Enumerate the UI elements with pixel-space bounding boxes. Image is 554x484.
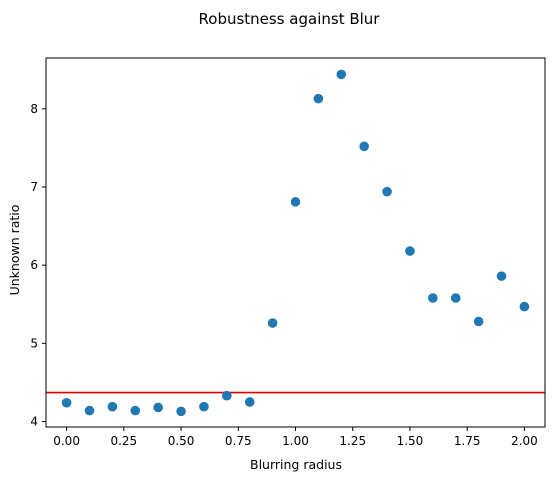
data-point — [222, 390, 232, 401]
data-point — [473, 316, 484, 327]
data-point — [450, 293, 461, 303]
x-tick-label: 1.50 — [397, 434, 424, 448]
data-point — [359, 141, 369, 152]
data-point — [130, 405, 141, 416]
x-tick-label: 0.50 — [168, 434, 195, 448]
chart-title: Robustness against Blur — [199, 10, 381, 28]
x-tick-label: 1.25 — [339, 434, 366, 448]
data-point — [290, 197, 301, 207]
x-axis-ticks: 0.00 0.25 0.50 0.75 1.00 1.25 1.50 1.75 2.00 — [53, 427, 538, 448]
y-tick-label: 8 — [30, 102, 38, 116]
data-point — [199, 401, 209, 412]
data-point — [61, 397, 72, 408]
y-axis-label: Unknown ratio — [7, 205, 22, 296]
x-tick-label: 0.25 — [110, 434, 137, 448]
data-point — [428, 293, 438, 303]
data-point — [405, 246, 415, 256]
data-point — [244, 397, 255, 407]
data-point — [519, 301, 530, 312]
y-axis-ticks: 4 5 6 7 8 — [30, 102, 46, 429]
data-point — [496, 271, 507, 281]
x-tick-label: 0.75 — [225, 434, 252, 448]
data-point — [313, 93, 324, 104]
data-points — [61, 69, 530, 417]
y-tick-label: 7 — [30, 180, 38, 194]
plot-area-frame — [45, 57, 546, 428]
data-point — [84, 405, 95, 416]
y-tick-label: 4 — [30, 415, 38, 429]
data-point — [267, 318, 278, 328]
y-tick-label: 5 — [30, 336, 38, 350]
x-tick-label: 2.00 — [511, 434, 538, 448]
x-tick-label: 1.75 — [454, 434, 481, 448]
x-tick-label: 0.00 — [53, 434, 80, 448]
y-tick-label: 6 — [30, 258, 38, 272]
data-point — [107, 401, 118, 412]
data-point — [153, 402, 163, 413]
x-axis-label: Blurring radius — [250, 457, 342, 472]
data-point — [382, 186, 392, 197]
data-point — [336, 69, 347, 80]
x-tick-label: 1.00 — [282, 434, 309, 448]
data-point — [176, 406, 186, 417]
